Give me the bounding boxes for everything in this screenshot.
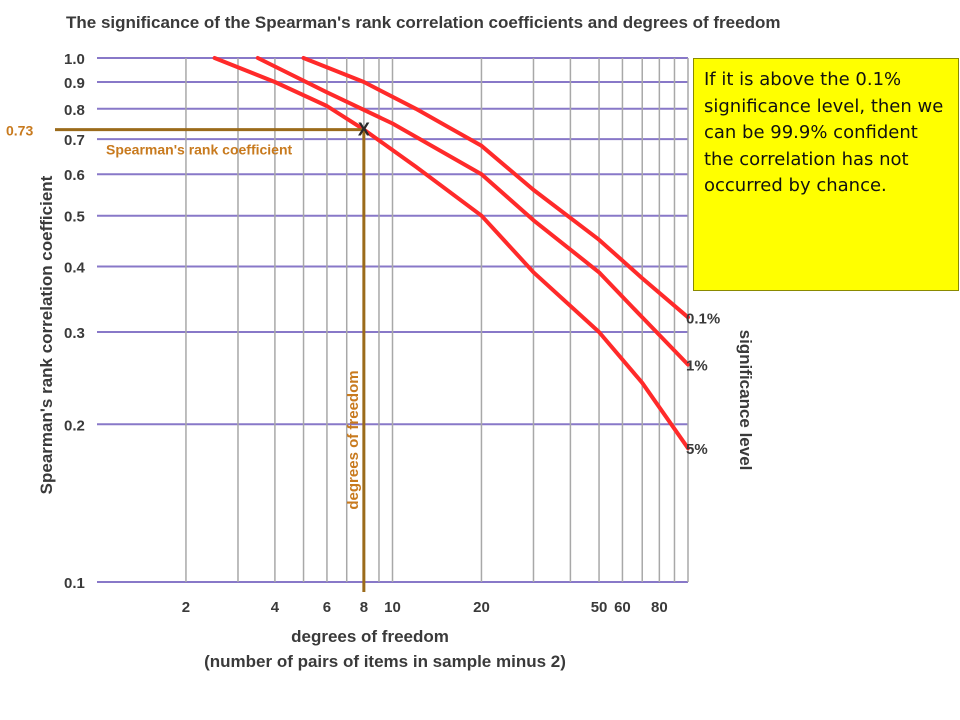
x-axis: 2 4 6 8 10 20 50 60 80: [182, 599, 668, 616]
y-tick-label: 0.9: [64, 75, 85, 92]
point-marker: X: [358, 120, 370, 140]
y-axis: 1.0 0.9 0.8 0.7 0.6 0.5 0.4 0.3 0.2 0.1: [64, 51, 86, 592]
v-guide-label: degrees of freedom: [345, 370, 362, 509]
y-axis-label: Spearman's rank correlation coefficient: [37, 175, 56, 494]
y-tick-label: 1.0: [64, 51, 85, 68]
x-tick-label: 80: [651, 599, 668, 616]
y-tick-label: 0.4: [64, 260, 86, 277]
x-tick-label: 8: [360, 599, 368, 616]
x-tick-label: 6: [323, 599, 331, 616]
h-guide-label: Spearman's rank coefficient: [106, 142, 293, 158]
grid: [97, 57, 689, 583]
x-axis-sublabel: (number of pairs of items in sample minu…: [204, 652, 566, 671]
x-tick-label: 60: [614, 599, 631, 616]
x-axis-label: degrees of freedom: [291, 627, 449, 646]
y-tick-label: 0.1: [64, 575, 85, 592]
y-tick-label: 0.2: [64, 417, 85, 434]
x-tick-label: 4: [271, 599, 280, 616]
series-line: [212, 56, 690, 451]
y-value-label: 0.73: [6, 123, 33, 139]
series-label: 0.1%: [686, 310, 720, 327]
x-tick-label: 10: [384, 599, 401, 616]
callout-note: If it is above the 0.1% significance lev…: [693, 58, 959, 291]
annotations: 0.73 Spearman's rank coefficient degrees o…: [6, 120, 370, 592]
x-tick-label: 2: [182, 599, 190, 616]
series-line: [255, 56, 690, 367]
series-group: 0.1% 1% 5%: [212, 56, 720, 458]
x-tick-label: 20: [473, 599, 490, 616]
legend-title: significance level: [736, 330, 755, 471]
series-line: [301, 56, 690, 320]
y-tick-label: 0.5: [64, 209, 85, 226]
chart-title: The significance of the Spearman's rank …: [66, 13, 780, 32]
y-tick-label: 0.7: [64, 132, 85, 149]
y-tick-label: 0.3: [64, 325, 85, 342]
series-label: 1%: [686, 358, 708, 375]
y-tick-label: 0.8: [64, 102, 85, 119]
y-tick-label: 0.6: [64, 167, 85, 184]
x-tick-label: 50: [591, 599, 608, 616]
series-label: 5%: [686, 441, 708, 458]
